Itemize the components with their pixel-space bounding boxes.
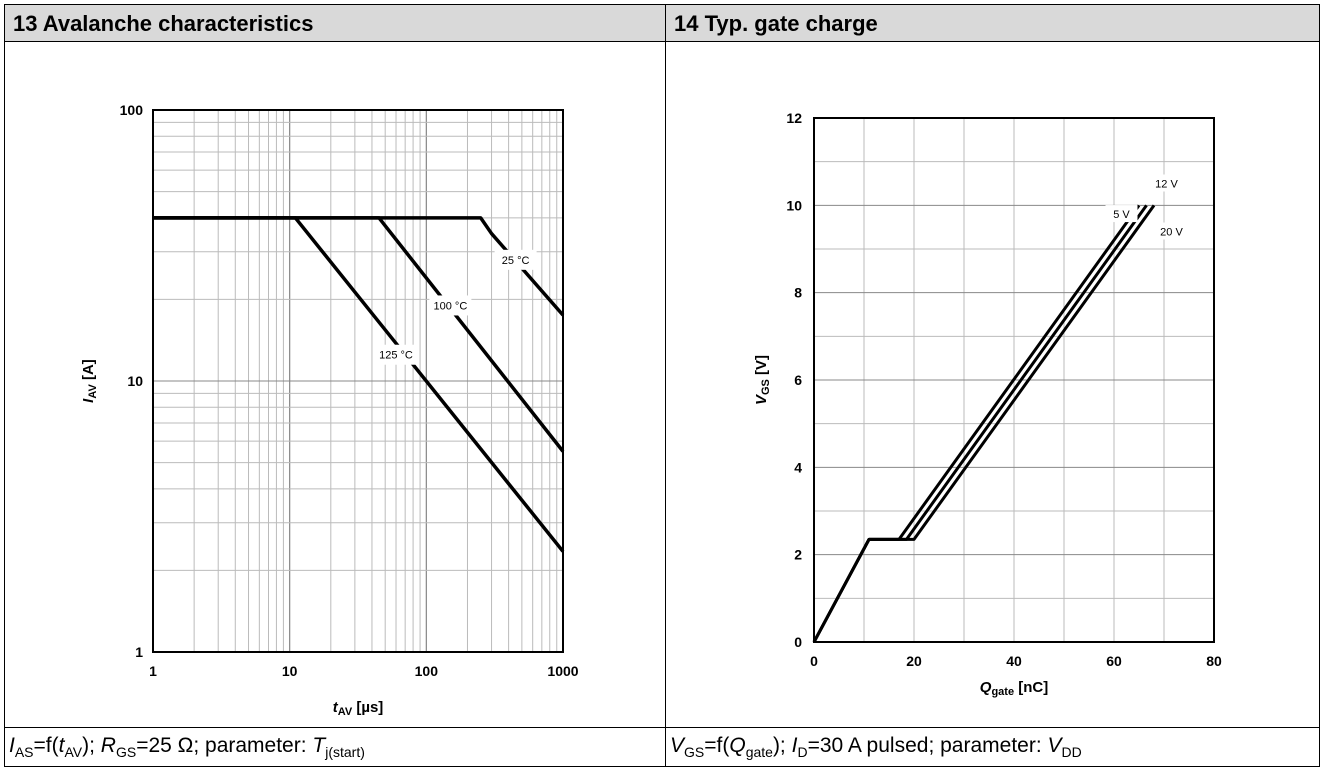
x-tick-label: 40 — [1006, 653, 1022, 669]
caption-subscript: AS — [14, 744, 34, 761]
caption-symbol: V — [670, 734, 685, 757]
series-label: 25 °C — [502, 255, 530, 267]
y-tick-label: 4 — [794, 459, 802, 475]
x-tick-label: 0 — [810, 653, 818, 669]
series-label: 20 V — [1160, 227, 1183, 239]
series-line — [812, 204, 1156, 643]
right-chart-cell: 0 20 40 60 80 0 2 4 6 8 10 12 Qgate [nC] VGS [V] 5 V 12… — [665, 41, 1320, 728]
x-axis-label: tAV [µs] — [333, 699, 384, 718]
series-line — [153, 216, 565, 553]
caption-text: =f( — [33, 734, 59, 757]
left-chart-cell: 1 10 100 1000 1 10 100 tAV [µs] IAV [A] 25 °C 100 … — [4, 41, 666, 728]
y-tick-label: 1 — [135, 644, 143, 660]
series-label: 125 °C — [379, 350, 413, 362]
series-label-bg — [1155, 222, 1188, 240]
caption-subscript: D — [797, 744, 808, 761]
series-label-bg — [375, 344, 418, 365]
x-tick-label: 1 — [149, 663, 157, 679]
right-panel-title-text: 14 Typ. gate charge — [674, 11, 878, 36]
x-tick-label: 20 — [906, 653, 922, 669]
caption-symbol: V — [1047, 734, 1062, 757]
right-panel-title: 14 Typ. gate charge — [665, 4, 1320, 42]
series-label: 5 V — [1113, 209, 1130, 221]
caption-symbol: t — [58, 734, 65, 757]
plot-area — [813, 117, 1215, 643]
x-tick-label: 60 — [1106, 653, 1122, 669]
caption-symbol: R — [100, 734, 116, 757]
series-label-bg — [429, 295, 472, 316]
caption-subscript: AV — [64, 744, 83, 761]
series-label-bg — [494, 249, 537, 270]
y-tick-label: 2 — [794, 547, 802, 563]
caption-symbol: I — [9, 734, 15, 757]
left-panel-title: 13 Avalanche characteristics — [4, 4, 666, 42]
y-axis-label: VGS [V] — [753, 355, 772, 405]
y-tick-label: 8 — [794, 285, 802, 301]
series-label-bg — [1105, 205, 1138, 223]
x-axis-label: Qgate [nC] — [980, 679, 1048, 698]
x-tick-label: 1000 — [547, 663, 578, 679]
y-tick-label: 100 — [120, 102, 144, 118]
plot-area — [152, 109, 564, 653]
caption-text: =25 Ω; parameter: — [136, 734, 313, 757]
left-panel-title-text: 13 Avalanche characteristics — [13, 11, 314, 36]
left-caption: IAS=f(tAV); RGS=25 Ω; parameter: Tj(star… — [4, 727, 666, 767]
caption-text: =30 A pulsed; parameter: — [807, 734, 1048, 757]
y-tick-label: 10 — [786, 197, 802, 213]
grid-lines — [152, 109, 564, 653]
caption-text: ); — [772, 734, 792, 757]
y-tick-label: 12 — [786, 110, 802, 126]
datasheet-figure-table: 13 Avalanche characteristics 14 Typ. gat… — [4, 4, 1320, 767]
caption-subscript: DD — [1061, 744, 1082, 761]
caption-subscript: GS — [684, 744, 705, 761]
y-axis-label: IAV [A] — [80, 359, 99, 403]
x-tick-label: 100 — [415, 663, 439, 679]
y-tick-label: 6 — [794, 372, 802, 388]
caption-symbol: Q — [729, 734, 746, 757]
x-tick-label: 10 — [282, 663, 298, 679]
gate-charge-chart: 0 20 40 60 80 0 2 4 6 8 10 12 Qgate [nC] VGS [V] 5 V 12… — [753, 110, 1222, 698]
caption-symbol: T — [312, 734, 326, 757]
series-label: 12 V — [1155, 179, 1178, 191]
caption-text: ); — [82, 734, 101, 757]
series-label: 100 °C — [434, 300, 468, 312]
caption-subscript: GS — [115, 744, 137, 761]
y-tick-label: 0 — [794, 634, 802, 650]
series-label-bg — [1150, 174, 1183, 192]
y-tick-label: 10 — [127, 373, 143, 389]
caption-subscript: j(start) — [325, 744, 365, 761]
caption-subscript: gate — [745, 744, 773, 761]
caption-text: =f( — [704, 734, 730, 757]
x-tick-label: 80 — [1206, 653, 1222, 669]
right-caption: VGS=f(Qgate); ID=30 A pulsed; parameter:… — [665, 727, 1320, 767]
avalanche-chart: 1 10 100 1000 1 10 100 tAV [µs] IAV [A] 25 °C 100 … — [80, 102, 579, 718]
caption-symbol: I — [791, 734, 798, 757]
